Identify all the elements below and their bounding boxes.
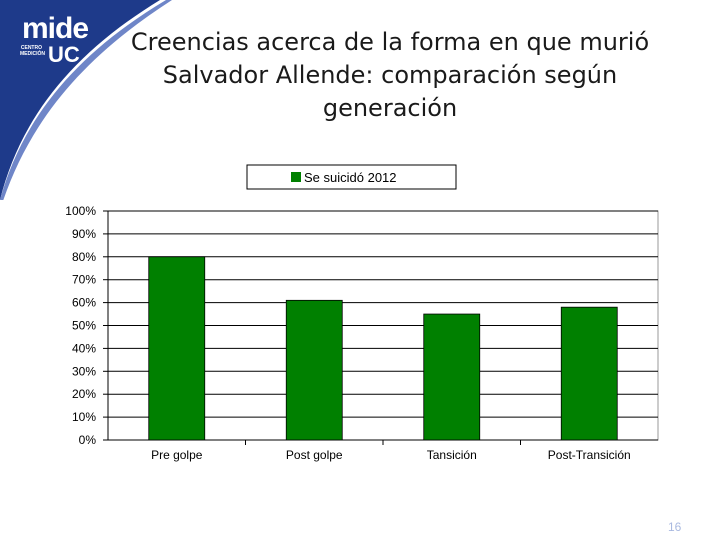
y-tick-label: 50% [72,319,96,333]
legend-swatch [291,172,301,182]
chart-y-ticks: 0% 10% 20% 30% 40% 50% 60% 70% 80% 90% 100% [65,204,96,447]
x-tick-label: Tansición [427,448,477,462]
x-tick-label: Pre golpe [151,448,203,462]
logo-uc-text: UC [48,42,80,67]
y-tick-label: 70% [72,273,96,287]
y-tick-label: 60% [72,296,96,310]
y-tick-label: 80% [72,250,96,264]
chart-bars [148,256,618,441]
y-tick-label: 10% [72,410,96,424]
legend-box [246,164,457,190]
x-tick-label: Post-Transición [548,448,631,462]
corner-decoration [0,0,172,200]
y-tick-label: 40% [72,341,96,355]
logo-mide-text: mide [22,12,89,45]
y-tick-label: 100% [65,204,96,218]
y-tick-label: 90% [72,227,96,241]
page-number: 16 [668,520,682,534]
chart-x-ticks: Pre golpe Post golpe Tansición Post-Transic… [151,448,631,462]
chart-legend: Se suicidó 2012 [246,164,457,190]
bar [285,299,343,441]
x-tick-label: Post golpe [286,448,343,462]
bar [560,306,618,441]
corner-swoosh [0,0,160,200]
slide-title: Creencias acerca de la forma en que muri… [130,28,650,122]
y-tick-label: 20% [72,387,96,401]
bar [423,313,481,441]
logo-centro-text: CENTRO MEDICIÓN [20,45,45,57]
y-tick-label: 0% [79,433,97,447]
mide-uc-logo: mide CENTRO MEDICIÓN UC [10,12,89,67]
legend-label: Se suicidó 2012 [304,170,397,185]
bar [148,256,206,441]
y-tick-label: 30% [72,364,96,378]
